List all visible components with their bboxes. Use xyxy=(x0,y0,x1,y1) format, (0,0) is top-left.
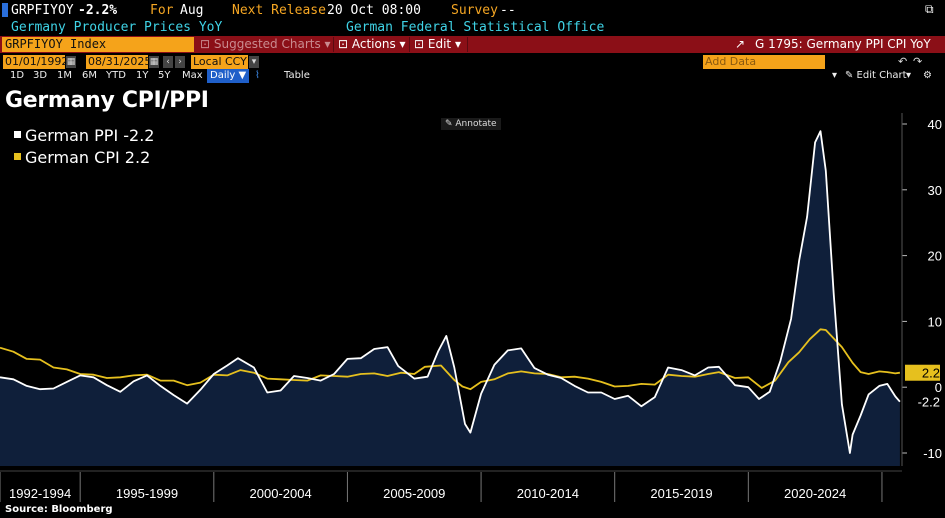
currency-select[interactable]: Local CCY xyxy=(191,55,248,69)
date-range-bar: 01/01/1992 ▦ 08/31/2025 ▦ ‹ › Local CCY … xyxy=(0,55,945,69)
cpi-last-value-label: 2.2 xyxy=(922,366,940,381)
line-chart-icon[interactable]: ⌇ xyxy=(255,70,260,81)
cpi-line[interactable] xyxy=(0,328,901,391)
y-tick-label: 0 xyxy=(935,380,942,395)
period-ytd[interactable]: YTD xyxy=(106,70,126,81)
ticker-symbol[interactable]: GRPFIYOY xyxy=(11,3,74,18)
legend-label-ppi: German PPI xyxy=(25,126,119,145)
y-tick-label: 20 xyxy=(928,249,942,264)
chart-name: G 1795: Germany PPI CPI YoY xyxy=(755,37,931,51)
actions-label: ⊡ Actions xyxy=(338,37,396,51)
legend-item-cpi[interactable]: German CPI 2.2 xyxy=(14,148,150,167)
for-label: For xyxy=(150,3,174,18)
edit-label: ⊡ Edit xyxy=(414,37,452,51)
security-input[interactable]: GRPFIYOY Index xyxy=(2,37,194,52)
period-5y[interactable]: 5Y xyxy=(158,70,171,81)
x-tick-label: 1995-1999 xyxy=(116,486,178,501)
suggested-charts-button[interactable]: ⊡ Suggested Charts ▾ xyxy=(200,36,331,53)
period-max[interactable]: Max xyxy=(182,70,203,81)
chart-area[interactable]: -10 0 10 20 30 40 2.2 -2.2 1992-1994 1995-1999 200… xyxy=(0,113,945,504)
chevron-right-icon[interactable]: › xyxy=(175,56,185,68)
survey-label: Survey xyxy=(451,3,498,18)
edit-button[interactable]: ⊡ Edit ▾ xyxy=(414,36,461,53)
chevron-down-icon: ▾ xyxy=(454,37,461,51)
chevron-down-icon[interactable]: ▾ xyxy=(906,70,912,81)
x-tick-label: 2015-2019 xyxy=(650,486,712,501)
chart-legend: German PPI -2.2 German CPI 2.2 xyxy=(7,123,175,177)
x-tick-label: 2005-2009 xyxy=(383,486,445,501)
next-release-value: 20 Oct 08:00 xyxy=(327,3,421,18)
y-tick-label: 40 xyxy=(928,117,942,132)
ppi-last-value-label-box xyxy=(905,393,940,410)
survey-value: -- xyxy=(500,3,516,18)
calendar-icon[interactable]: ▦ xyxy=(149,56,159,68)
launch-icon[interactable]: ↗ xyxy=(735,37,746,51)
period-1d[interactable]: 1D xyxy=(10,70,25,81)
legend-value-cpi: 2.2 xyxy=(124,148,151,167)
last-change: -2.2% xyxy=(78,3,118,18)
y-tick-label: -10 xyxy=(923,446,942,461)
ppi-last-value-label: -2.2 xyxy=(918,395,940,410)
calendar-icon[interactable]: ▦ xyxy=(66,56,76,68)
y-tick-label: 10 xyxy=(928,314,942,329)
toolbar-divider xyxy=(409,37,410,52)
frequency-select[interactable]: Daily ▼ xyxy=(207,69,250,83)
source-name: German Federal Statistical Office xyxy=(346,20,605,35)
x-tick-label: 2000-2004 xyxy=(250,486,312,501)
toolbar-divider xyxy=(333,37,334,52)
ppi-area xyxy=(0,131,900,466)
for-value: Aug xyxy=(180,3,204,18)
end-date-field[interactable]: 08/31/2025 xyxy=(86,55,152,69)
period-3d[interactable]: 3D xyxy=(33,70,48,81)
start-date-field[interactable]: 01/01/1992 xyxy=(3,55,69,69)
period-1m[interactable]: 1M xyxy=(57,70,72,81)
period-1y[interactable]: 1Y xyxy=(136,70,149,81)
cpi-last-value-label-box xyxy=(905,364,940,381)
function-toolbar: GRPFIYOY Index ⊡ Suggested Charts ▾ ⊡ Ac… xyxy=(0,36,945,53)
chevron-left-icon[interactable]: ‹ xyxy=(163,56,173,68)
settings-icon[interactable]: ⚙ xyxy=(923,70,932,81)
y-tick-label: 30 xyxy=(928,183,942,198)
legend-swatch-ppi xyxy=(14,131,21,138)
legend-value-ppi: -2.2 xyxy=(123,126,155,145)
legend-label-cpi: German CPI xyxy=(25,148,120,167)
security-description: Germany Producer Prices YoY German Feder… xyxy=(0,20,945,36)
legend-swatch-cpi xyxy=(14,153,21,160)
next-release-label: Next Release xyxy=(232,3,326,18)
popout-icon[interactable]: ⧉ xyxy=(925,2,934,16)
period-bar: 1D 3D 1M 6M YTD 1Y 5Y Max Daily ▼ ⌇ Tabl… xyxy=(0,69,945,83)
edit-chart-button[interactable]: ✎ Edit Chart xyxy=(845,70,907,81)
x-tick-label: 2010-2014 xyxy=(517,486,579,501)
actions-button[interactable]: ⊡ Actions ▾ xyxy=(338,36,406,53)
add-data-input[interactable]: Add Data xyxy=(703,55,825,69)
security-name: Germany Producer Prices YoY xyxy=(11,20,223,35)
chart-title: Germany CPI/PPI xyxy=(5,88,209,113)
redo-icon[interactable]: ↷ xyxy=(913,55,923,68)
x-tick-label: 2020-2024 xyxy=(784,486,846,501)
x-tick-label: 1992-1994 xyxy=(9,486,71,501)
ticker-marker xyxy=(2,3,8,17)
security-header: GRPFIYOY -2.2% For Aug Next Release 20 O… xyxy=(0,0,945,20)
chevron-down-icon[interactable]: ▾ xyxy=(832,70,838,81)
chevron-down-icon: ▾ xyxy=(324,37,331,51)
chevron-down-icon: ▾ xyxy=(399,37,406,51)
chevron-down-icon[interactable]: ▾ xyxy=(249,56,259,68)
legend-item-ppi[interactable]: German PPI -2.2 xyxy=(14,126,154,145)
period-6m[interactable]: 6M xyxy=(82,70,97,81)
ppi-line[interactable] xyxy=(0,130,901,454)
annotate-button[interactable]: ✎ Annotate xyxy=(441,118,501,130)
table-view-button[interactable]: Table xyxy=(284,70,310,81)
suggested-charts-label: ⊡ Suggested Charts xyxy=(200,37,321,51)
source-note: Source: Bloomberg xyxy=(5,504,113,515)
toolbar-divider xyxy=(467,37,468,52)
undo-icon[interactable]: ↶ xyxy=(898,55,908,68)
